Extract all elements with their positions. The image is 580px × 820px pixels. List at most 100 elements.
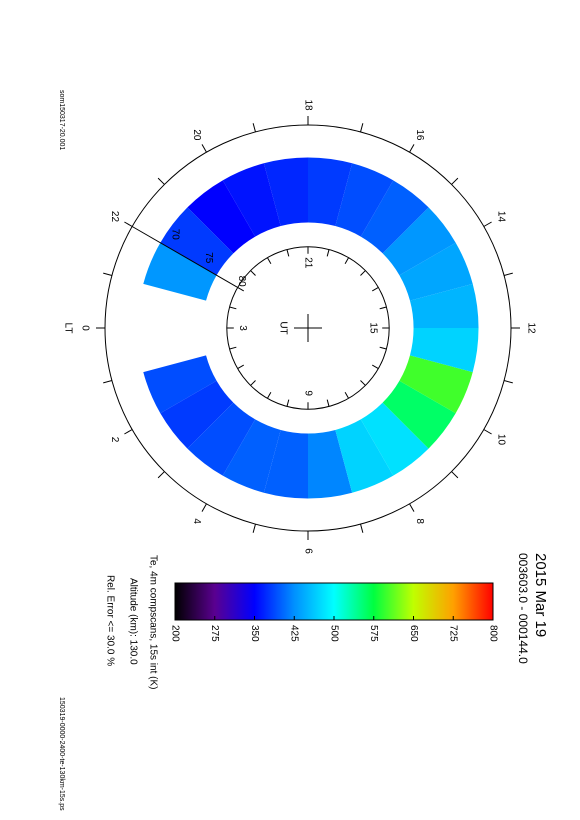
lt-tick-label: 6 — [302, 548, 313, 554]
lt-tick-label: 22 — [109, 211, 120, 223]
lt-tick-label: 0 — [79, 325, 90, 331]
file-name: som150317-20.001 — [58, 90, 65, 150]
colorbar — [174, 582, 494, 621]
ut-hour-tick — [229, 346, 237, 350]
ring-cell — [335, 419, 394, 493]
lt-tick-label: 4 — [191, 518, 202, 524]
hour-tick — [451, 471, 459, 479]
ring-cell — [143, 242, 217, 301]
ring-cell — [187, 180, 256, 254]
ut-tick-label: 3 — [237, 325, 248, 331]
ring-cell — [360, 180, 429, 254]
lt-tick-label: 12 — [525, 322, 536, 334]
hour-tick — [503, 272, 513, 276]
lat-tick-label: 70 — [170, 229, 181, 241]
ut-hour-tick — [372, 286, 379, 292]
lat-tick-label: 80 — [236, 276, 247, 288]
hour-tick — [483, 429, 492, 435]
lt-tick-label: 14 — [495, 211, 506, 223]
hour-tick — [483, 221, 492, 227]
ut-hour-tick — [237, 364, 244, 370]
file-name: 150319-0000-2400-te-130km-15s.ps — [58, 697, 65, 811]
ring-cell — [263, 157, 308, 227]
hour-tick — [360, 523, 364, 533]
lt-tick-label: 16 — [414, 129, 425, 141]
hour-tick — [409, 144, 415, 153]
colorbar-tick-label: 275 — [209, 625, 220, 642]
lt-tick-label: 18 — [302, 99, 313, 111]
colorbar-tick-label: 800 — [487, 625, 498, 642]
ring-cell — [399, 355, 473, 414]
ring-cell — [222, 163, 281, 237]
error-note: Rel. Error <= 30.0 % — [104, 575, 115, 666]
hour-tick — [124, 221, 133, 227]
lt-tick-label: 2 — [109, 437, 120, 443]
colorbar-label: Te, 4m compscans, 15s int (K) — [147, 555, 158, 690]
hour-tick — [201, 503, 207, 512]
ut-hour-tick — [360, 380, 366, 386]
ut-hour-tick — [266, 257, 272, 264]
ring-cell — [222, 419, 281, 493]
ut-hour-tick — [266, 392, 272, 399]
ring-cell — [335, 163, 394, 237]
colorbar-tick-label: 575 — [368, 625, 379, 642]
hour-tick — [157, 177, 165, 185]
hour-tick — [124, 429, 133, 435]
lt-label: LT — [62, 323, 73, 334]
ut-hour-tick — [229, 306, 237, 310]
lt-tick-label: 20 — [191, 129, 202, 141]
ut-hour-tick — [250, 380, 256, 386]
chart-subtitle: 003603.0 - 000144.0 — [516, 553, 530, 664]
ring-cell — [143, 355, 217, 414]
colorbar-tick-label: 350 — [249, 625, 260, 642]
colorbar-tick-label: 725 — [448, 625, 459, 642]
ring-cell — [399, 242, 473, 301]
lt-tick-label: 8 — [414, 518, 425, 524]
chart-title: 2015 Mar 19 — [532, 553, 549, 637]
hour-tick — [409, 503, 415, 512]
ut-tick-label: 15 — [368, 322, 379, 334]
ring-cell — [308, 429, 353, 499]
ut-hour-tick — [286, 399, 290, 407]
ring-cell — [360, 402, 429, 476]
ring-cell — [382, 207, 456, 276]
lt-tick-label: 10 — [495, 434, 506, 446]
ring-cell — [308, 157, 353, 227]
ut-hour-tick — [379, 306, 387, 310]
ut-hour-tick — [344, 392, 350, 399]
altitude-note: Altitude (km): 130.0 — [127, 578, 138, 665]
ut-hour-tick — [250, 270, 256, 276]
ut-hour-tick — [372, 364, 379, 370]
hour-tick — [360, 123, 364, 133]
ut-tick-label: 21 — [302, 257, 313, 269]
hour-tick — [201, 144, 207, 153]
ring-cell — [409, 283, 479, 328]
hour-tick — [103, 272, 113, 276]
hour-tick — [252, 123, 256, 133]
ut-hour-tick — [326, 399, 330, 407]
colorbar-tick-label: 650 — [408, 625, 419, 642]
ut-label: UT — [277, 321, 288, 334]
ring-cell — [409, 328, 479, 373]
hour-tick — [252, 523, 256, 533]
lat-tick-label: 75 — [203, 252, 214, 264]
colorbar-tick-label: 425 — [289, 625, 300, 642]
ring-cell — [187, 402, 256, 476]
ut-hour-tick — [360, 270, 366, 276]
colorbar-tick-label: 500 — [328, 625, 339, 642]
hour-tick — [157, 471, 165, 479]
hour-tick — [503, 380, 513, 384]
ut-hour-tick — [326, 249, 330, 257]
ut-hour-tick — [344, 257, 350, 264]
ut-hour-tick — [379, 346, 387, 350]
ring-cell — [382, 380, 456, 449]
hour-tick — [103, 380, 113, 384]
ring-cell — [263, 429, 308, 499]
ut-tick-label: 9 — [302, 390, 313, 396]
ut-hour-tick — [237, 286, 244, 292]
hour-tick — [451, 177, 459, 185]
lat-axis — [131, 226, 238, 288]
ut-hour-tick — [286, 249, 290, 257]
ring-cell — [160, 380, 234, 449]
